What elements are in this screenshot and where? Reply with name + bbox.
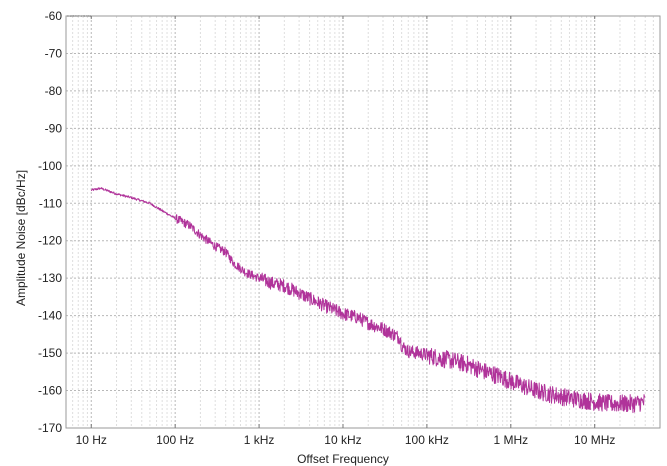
- minor-gridlines: [72, 16, 654, 428]
- x-tick-label: 1 MHz: [493, 433, 528, 447]
- y-tick-label: -150: [38, 346, 62, 360]
- y-tick-label: -140: [38, 309, 62, 323]
- y-tick-label: -90: [45, 121, 63, 135]
- y-tick-label: -130: [38, 271, 62, 285]
- y-tick-label: -120: [38, 234, 62, 248]
- plot-frame: [65, 15, 661, 429]
- x-tick-label: 100 kHz: [405, 433, 449, 447]
- x-tick-label: 1 kHz: [244, 433, 275, 447]
- y-tick-labels: -60 -70 -80 -90 -100 -110 -120 -130 -140 -150 -160…: [38, 9, 62, 435]
- y-tick-label: -60: [45, 9, 63, 23]
- y-tick-label: -110: [39, 196, 62, 210]
- y-tick-label: -70: [45, 46, 63, 60]
- x-tick-label: 100 Hz: [156, 433, 194, 447]
- y-axis-title: Amplitude Noise [dBc/Hz]: [14, 170, 28, 306]
- x-tick-labels: 10 Hz 100 Hz 1 kHz 10 kHz 100 kHz 1 MHz 10 MHz: [76, 433, 616, 447]
- corner-note: 0.185467 149.961: [67, 14, 92, 18]
- x-tick-label: 10 MHz: [574, 433, 615, 447]
- x-tick-label: 10 kHz: [324, 433, 361, 447]
- x-tick-marks: [90, 16, 596, 428]
- x-axis-title: Offset Frequency: [297, 452, 389, 466]
- y-tick-label: -80: [45, 84, 63, 98]
- amplitude-noise-trace: [90, 187, 646, 414]
- x-tick-label: 10 Hz: [76, 433, 107, 447]
- y-tick-label: -160: [38, 384, 62, 398]
- y-tick-label: -170: [38, 421, 62, 435]
- y-tick-label: -100: [38, 159, 62, 173]
